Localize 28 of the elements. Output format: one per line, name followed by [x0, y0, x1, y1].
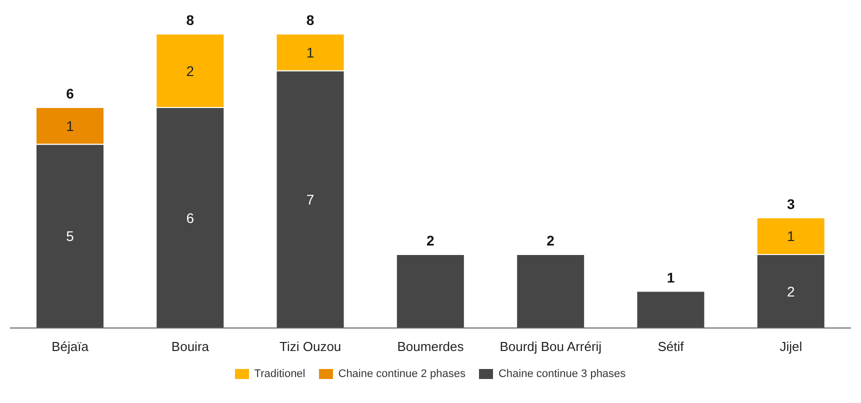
bar — [636, 290, 706, 328]
x-tick-label: Jijel — [780, 339, 802, 354]
total-label: 8 — [186, 12, 194, 28]
data-label: 7 — [306, 191, 314, 208]
legend-label: Traditionel — [253, 368, 306, 380]
data-label: 1 — [306, 44, 314, 60]
total-label: 1 — [666, 269, 675, 286]
data-label: 1 — [786, 228, 795, 244]
x-tick-label: Sétif — [658, 339, 684, 354]
legend-label: Chaine continue 2 phases — [337, 368, 466, 380]
total-label: 8 — [306, 12, 314, 28]
x-tick-label: Béjaïa — [52, 339, 90, 354]
data-label: 6 — [186, 210, 194, 226]
x-tick-label: Boumerdes — [397, 339, 464, 354]
x-tick-label: Tizi Ouzou — [280, 339, 342, 354]
data-label: 5 — [66, 228, 74, 244]
total-label: 6 — [66, 86, 74, 102]
bar — [516, 254, 586, 328]
data-label: 1 — [66, 118, 74, 134]
x-tick-label: Bouira — [171, 339, 210, 354]
x-tick-label: Bourdj Bou Arrérij — [500, 339, 602, 354]
bar — [396, 254, 465, 328]
total-label: 3 — [786, 196, 795, 212]
data-label: 2 — [186, 62, 194, 79]
total-label: 2 — [546, 232, 555, 248]
legend-label: Chaine continue 3 phases — [497, 368, 626, 380]
data-label: 2 — [786, 283, 795, 300]
total-label: 2 — [426, 232, 435, 248]
